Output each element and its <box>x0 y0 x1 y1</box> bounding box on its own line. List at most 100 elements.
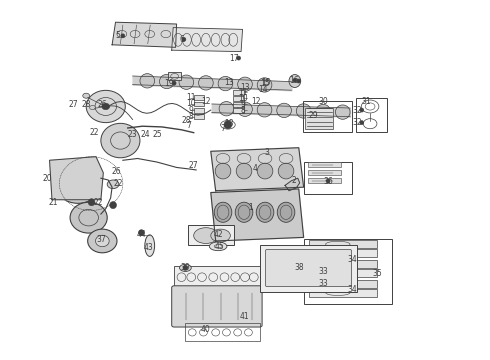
Text: 10: 10 <box>238 94 247 103</box>
Text: 22: 22 <box>113 179 122 188</box>
Ellipse shape <box>139 230 145 236</box>
Polygon shape <box>172 28 243 51</box>
Ellipse shape <box>235 202 253 222</box>
Text: 22: 22 <box>90 128 99 137</box>
Text: 6: 6 <box>179 35 184 44</box>
Text: 12: 12 <box>201 96 211 105</box>
Bar <box>303 101 351 132</box>
Bar <box>308 178 341 183</box>
Text: 37: 37 <box>96 235 106 244</box>
Bar <box>310 260 377 268</box>
Ellipse shape <box>289 75 301 87</box>
Bar <box>310 269 377 277</box>
Ellipse shape <box>316 104 331 119</box>
Ellipse shape <box>335 105 350 119</box>
Bar <box>304 162 352 194</box>
Text: 15: 15 <box>260 79 270 88</box>
Text: 8: 8 <box>240 106 245 115</box>
Text: 26: 26 <box>111 167 121 176</box>
Polygon shape <box>112 22 176 47</box>
Ellipse shape <box>140 74 155 88</box>
Bar <box>194 108 204 113</box>
Bar <box>310 240 377 248</box>
Ellipse shape <box>179 264 191 271</box>
Text: 32: 32 <box>353 105 362 114</box>
Text: 13: 13 <box>240 83 250 92</box>
Ellipse shape <box>238 77 252 91</box>
Text: 11: 11 <box>187 93 196 102</box>
Text: 12: 12 <box>251 97 261 106</box>
Bar <box>310 249 377 257</box>
Ellipse shape <box>194 228 218 243</box>
Bar <box>233 96 244 101</box>
Bar <box>310 280 377 288</box>
Ellipse shape <box>209 242 227 251</box>
Ellipse shape <box>278 163 294 179</box>
Ellipse shape <box>121 34 125 38</box>
Text: 19: 19 <box>165 79 174 88</box>
Ellipse shape <box>198 76 213 90</box>
Bar <box>308 162 341 167</box>
Text: 7: 7 <box>220 124 225 133</box>
Text: 27: 27 <box>68 100 78 109</box>
Ellipse shape <box>101 123 140 158</box>
Text: 13: 13 <box>224 78 234 87</box>
Text: 38: 38 <box>294 263 304 272</box>
Ellipse shape <box>237 56 241 60</box>
Ellipse shape <box>90 105 96 110</box>
Text: 39: 39 <box>180 264 190 273</box>
Ellipse shape <box>218 76 233 91</box>
Ellipse shape <box>215 163 231 179</box>
Text: 44: 44 <box>137 230 147 239</box>
Ellipse shape <box>159 74 174 89</box>
Polygon shape <box>211 148 304 191</box>
Text: 33: 33 <box>318 279 328 288</box>
Bar <box>233 90 244 95</box>
Text: 20: 20 <box>43 174 52 183</box>
Ellipse shape <box>86 90 125 123</box>
Text: 30: 30 <box>318 97 328 106</box>
Ellipse shape <box>256 202 274 222</box>
Text: 26: 26 <box>97 100 107 109</box>
Bar <box>305 108 333 129</box>
Ellipse shape <box>145 235 155 256</box>
Text: 21: 21 <box>48 198 58 207</box>
Text: 29: 29 <box>309 111 318 120</box>
Text: 24: 24 <box>140 130 149 139</box>
Ellipse shape <box>73 180 83 187</box>
Text: 9: 9 <box>240 100 245 109</box>
Ellipse shape <box>238 102 252 116</box>
Ellipse shape <box>296 104 311 118</box>
Ellipse shape <box>70 202 107 233</box>
Ellipse shape <box>83 93 90 98</box>
Ellipse shape <box>236 163 252 179</box>
Ellipse shape <box>183 265 188 270</box>
Text: 40: 40 <box>201 325 211 334</box>
Ellipse shape <box>88 229 117 253</box>
Bar <box>168 72 181 80</box>
Ellipse shape <box>107 180 119 189</box>
FancyBboxPatch shape <box>266 249 351 287</box>
Ellipse shape <box>297 79 301 83</box>
Bar <box>310 289 377 297</box>
Bar <box>356 98 387 132</box>
Polygon shape <box>211 189 304 241</box>
Text: 2: 2 <box>292 176 296 185</box>
Text: 10: 10 <box>186 99 196 108</box>
Ellipse shape <box>360 121 364 125</box>
Text: 42: 42 <box>213 230 223 239</box>
Ellipse shape <box>224 121 232 129</box>
Ellipse shape <box>214 202 232 222</box>
Bar <box>194 95 204 100</box>
Ellipse shape <box>96 235 109 247</box>
Text: 5: 5 <box>116 31 121 40</box>
Text: 16: 16 <box>289 76 299 85</box>
Ellipse shape <box>257 103 272 117</box>
Bar <box>194 102 204 107</box>
Ellipse shape <box>179 75 194 89</box>
Text: 1: 1 <box>248 203 253 212</box>
Text: 22: 22 <box>94 198 103 207</box>
Ellipse shape <box>277 202 295 222</box>
Text: 17: 17 <box>229 54 239 63</box>
Text: 33: 33 <box>318 267 328 276</box>
